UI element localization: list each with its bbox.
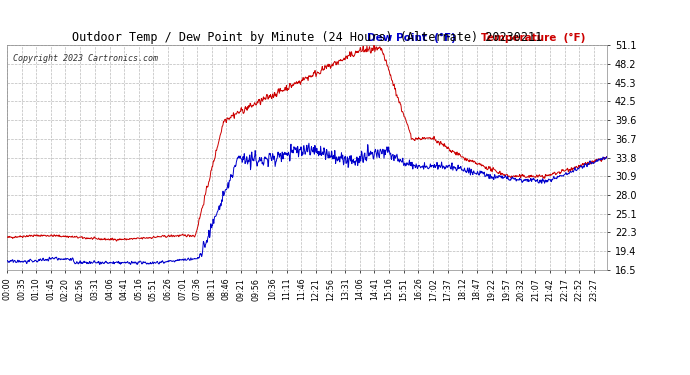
Text: Copyright 2023 Cartronics.com: Copyright 2023 Cartronics.com bbox=[13, 54, 158, 63]
Text: Temperature  (°F): Temperature (°F) bbox=[481, 33, 586, 43]
Text: Dew Point  (°F): Dew Point (°F) bbox=[367, 33, 456, 43]
Title: Outdoor Temp / Dew Point by Minute (24 Hours) (Alternate) 20230211: Outdoor Temp / Dew Point by Minute (24 H… bbox=[72, 31, 542, 44]
